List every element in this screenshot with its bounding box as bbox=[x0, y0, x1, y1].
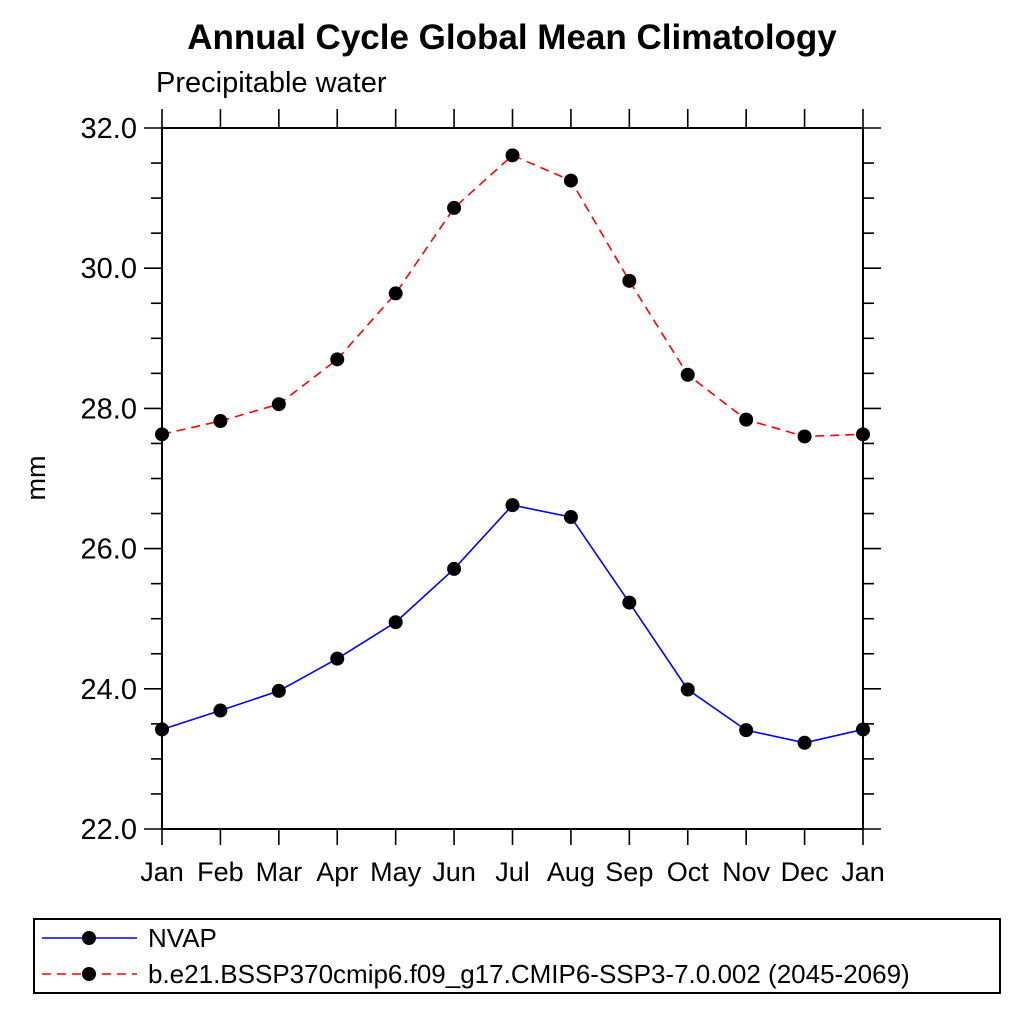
x-tick-label: Oct bbox=[667, 857, 710, 887]
data-point-marker bbox=[447, 200, 462, 215]
data-point-marker bbox=[155, 722, 169, 737]
data-point-marker bbox=[447, 561, 462, 576]
x-tick-label: Sep bbox=[605, 857, 653, 887]
chart-subtitle: Precipitable water bbox=[156, 67, 387, 99]
data-point-marker bbox=[213, 703, 228, 718]
data-point-marker bbox=[680, 682, 695, 697]
y-axis-label: mm bbox=[21, 456, 51, 501]
data-point-marker bbox=[213, 414, 228, 429]
y-tick-label: 22.0 bbox=[81, 814, 137, 846]
x-tick-label: May bbox=[370, 857, 422, 887]
x-tick-label: Nov bbox=[722, 857, 771, 887]
data-point-marker bbox=[505, 498, 520, 513]
legend-item: b.e21.BSSP370cmip6.f09_g17.CMIP6-SSP3-7.… bbox=[35, 956, 999, 992]
data-point-marker bbox=[155, 427, 169, 442]
data-point-marker bbox=[680, 367, 695, 382]
legend-marker-icon bbox=[82, 967, 96, 981]
y-tick-label: 26.0 bbox=[81, 534, 137, 566]
data-point-marker bbox=[739, 723, 754, 738]
x-tick-label: Mar bbox=[256, 857, 303, 887]
data-point-marker bbox=[797, 735, 812, 750]
x-tick-label: Jul bbox=[495, 857, 530, 887]
x-tick-label: Feb bbox=[197, 857, 244, 887]
data-point-marker bbox=[505, 148, 520, 163]
data-point-marker bbox=[271, 397, 286, 412]
data-point-marker bbox=[271, 683, 286, 698]
data-point-marker bbox=[856, 427, 870, 442]
data-point-marker bbox=[563, 173, 578, 188]
data-point-marker bbox=[622, 595, 637, 610]
x-tick-label: Apr bbox=[316, 857, 358, 887]
legend-label: NVAP bbox=[148, 922, 217, 953]
data-point-marker bbox=[797, 429, 812, 444]
y-tick-label: 32.0 bbox=[81, 113, 137, 145]
data-point-marker bbox=[563, 510, 578, 525]
data-point-marker bbox=[388, 286, 403, 301]
legend-line-sample-dashed bbox=[42, 967, 137, 981]
x-tick-label: Jan bbox=[140, 857, 184, 887]
y-tick-label: 28.0 bbox=[81, 393, 137, 425]
data-point-marker bbox=[856, 722, 870, 737]
legend-marker-icon bbox=[82, 931, 96, 945]
legend: NVAP b.e21.BSSP370cmip6.f09_g17.CMIP6-SS… bbox=[33, 918, 1001, 994]
series-line-1 bbox=[161, 154, 864, 438]
series-line-0 bbox=[161, 504, 864, 744]
x-tick-label: Aug bbox=[547, 857, 595, 887]
legend-item: NVAP bbox=[35, 920, 999, 956]
data-point-marker bbox=[330, 352, 345, 367]
x-tick-label: Dec bbox=[781, 857, 829, 887]
data-point-marker bbox=[388, 615, 403, 630]
data-point-marker bbox=[739, 412, 754, 427]
y-tick-label: 24.0 bbox=[81, 674, 137, 706]
legend-line-sample-solid bbox=[42, 931, 137, 945]
data-point-marker bbox=[622, 273, 637, 288]
x-tick-label: Jan bbox=[841, 857, 885, 887]
plot-frame bbox=[161, 127, 864, 830]
y-tick-label: 30.0 bbox=[81, 253, 137, 285]
legend-label: b.e21.BSSP370cmip6.f09_g17.CMIP6-SSP3-7.… bbox=[148, 958, 910, 989]
x-tick-label: Jun bbox=[432, 857, 476, 887]
data-point-marker bbox=[330, 651, 345, 666]
chart-title: Annual Cycle Global Mean Climatology bbox=[187, 18, 837, 57]
